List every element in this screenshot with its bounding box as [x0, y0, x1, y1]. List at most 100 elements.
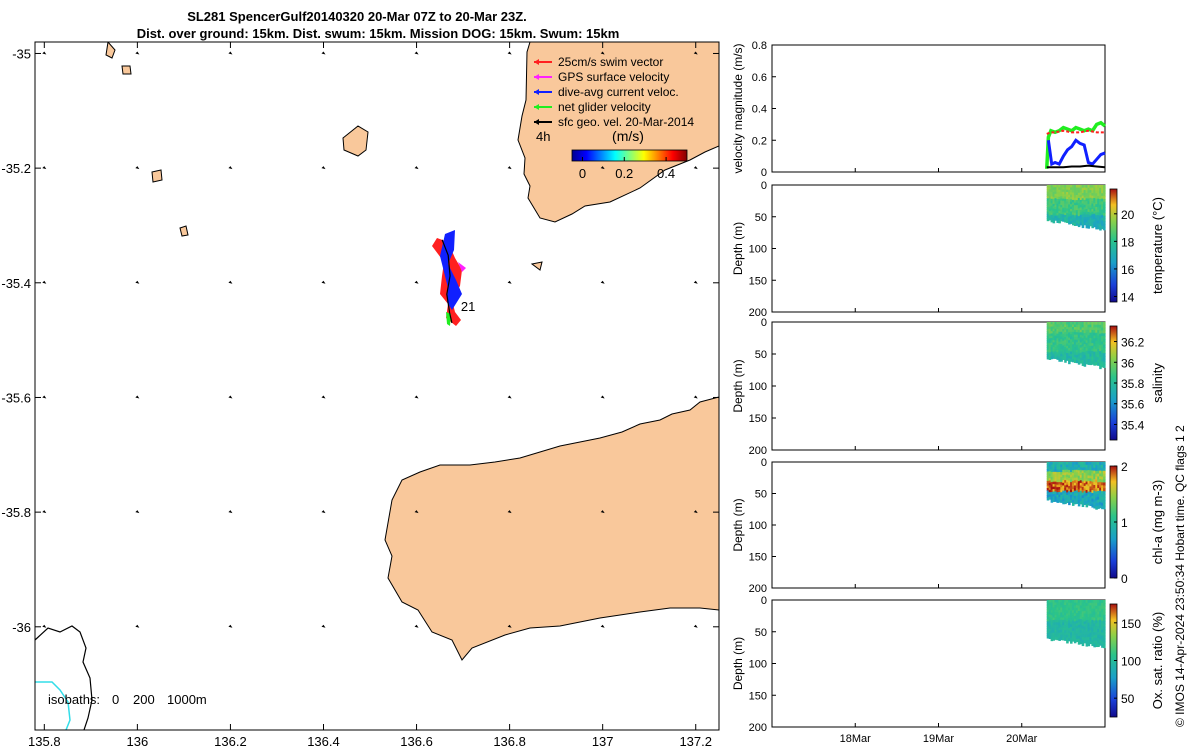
- salinity-cell: [1081, 349, 1085, 353]
- chla-cell: [1103, 470, 1106, 475]
- salinity-cell: [1062, 331, 1065, 335]
- map-land: [35, 42, 719, 730]
- map-y-tick-label: -35.4: [1, 276, 31, 291]
- oxygen-cell: [1066, 608, 1069, 612]
- oxygen-cell: [1066, 640, 1069, 644]
- temperature-cell: [1103, 190, 1106, 194]
- salinity-cell: [1071, 322, 1075, 326]
- oxygen-cell: [1081, 631, 1085, 635]
- salinity-cell: [1060, 351, 1063, 355]
- time-tick-label: 19Mar: [923, 733, 955, 745]
- temperature-cell: [1103, 193, 1106, 197]
- temperature-cell: [1099, 201, 1102, 206]
- oxygen-cell: [1070, 626, 1073, 631]
- chla-cell: [1073, 485, 1077, 489]
- salinity-cell: [1060, 356, 1063, 360]
- oxygen-cell: [1058, 605, 1061, 609]
- salinity-cell: [1101, 355, 1104, 360]
- oxygen-cell: [1058, 635, 1061, 639]
- temperature-cell: [1075, 210, 1079, 214]
- salinity-cell: [1077, 343, 1081, 347]
- chla-cell: [1091, 478, 1094, 483]
- oxygen-cell: [1056, 634, 1059, 638]
- salinity-cell: [1081, 324, 1085, 329]
- oxygen-cell: [1093, 635, 1096, 639]
- chla-cell: [1081, 473, 1085, 477]
- oxygen-cell: [1095, 623, 1098, 627]
- oxygen-cell: [1068, 638, 1071, 642]
- salinity-cell: [1068, 322, 1071, 326]
- temperature-cell: [1093, 213, 1096, 217]
- salinity-cell: [1097, 340, 1100, 345]
- temperature-cell: [1060, 191, 1063, 195]
- temperature-y-tick-label: 100: [749, 244, 767, 256]
- geo-vector-arrow: [321, 624, 326, 628]
- salinity-cell: [1056, 326, 1059, 330]
- temperature-cell: [1064, 212, 1067, 216]
- temperature-cell: [1075, 205, 1079, 209]
- temperature-cell: [1093, 221, 1096, 225]
- velocity-series-line: [1046, 164, 1106, 169]
- temperature-cell: [1089, 215, 1093, 219]
- salinity-cell: [1058, 336, 1061, 340]
- salinity-cell: [1093, 362, 1096, 366]
- chla-colorbar-tick-label: 2: [1121, 460, 1128, 474]
- salinity-cell: [1091, 332, 1094, 336]
- temperature-cell: [1101, 193, 1104, 197]
- oxygen-cell: [1095, 600, 1098, 604]
- oxygen-cell: [1097, 637, 1100, 642]
- oxygen-cell: [1087, 637, 1091, 641]
- salinity-cell: [1081, 340, 1085, 345]
- oxygen-y-label: Depth (m): [731, 637, 745, 690]
- temperature-cell: [1075, 185, 1079, 189]
- salinity-cell: [1056, 322, 1059, 325]
- chla-cell: [1070, 469, 1073, 473]
- temperature-cell: [1071, 212, 1075, 216]
- oxygen-cell: [1085, 608, 1089, 613]
- salinity-cell: [1079, 332, 1083, 336]
- salinity-cell: [1062, 352, 1065, 356]
- temperature-cell: [1081, 190, 1085, 194]
- temperature-cell: [1070, 204, 1073, 208]
- oxygen-cell: [1060, 622, 1063, 626]
- temperature-cell: [1066, 196, 1069, 200]
- chla-cell: [1054, 464, 1058, 468]
- temperature-cell: [1054, 187, 1058, 190]
- chla-cell: [1103, 502, 1106, 507]
- salinity-cell: [1099, 348, 1102, 352]
- oxygen-cell: [1103, 641, 1106, 646]
- geo-vector-arrow: [135, 395, 140, 399]
- chla-cell: [1068, 472, 1071, 476]
- oxygen-cell: [1095, 643, 1098, 648]
- island: [179, 225, 189, 237]
- salinity-cell: [1075, 357, 1079, 361]
- chla-cell: [1085, 495, 1089, 499]
- oxygen-cell: [1095, 608, 1098, 613]
- salinity-cell: [1101, 327, 1104, 332]
- oxygen-cell: [1087, 614, 1091, 618]
- chla-cell: [1068, 467, 1071, 471]
- temperature-cell: [1052, 187, 1056, 191]
- chla-cell: [1089, 472, 1093, 477]
- chla-cell: [1101, 462, 1104, 466]
- temperature-cell: [1101, 185, 1104, 189]
- salinity-cell: [1075, 360, 1079, 364]
- temperature-cell: [1046, 202, 1050, 206]
- oxygen-cell: [1103, 620, 1106, 625]
- chla-cell: [1095, 500, 1098, 504]
- chla-cell: [1097, 502, 1100, 507]
- velocity-y-label: velocity magnitude (m/s): [731, 43, 745, 173]
- salinity-cell: [1095, 332, 1098, 336]
- map-axes: 135.8 136 136.2 136.4 136.6 136.8 137 137.2-35-…: [1, 42, 719, 749]
- salinity-cell: [1052, 342, 1056, 346]
- geo-vector-arrow: [507, 510, 512, 514]
- chla-cell: [1066, 499, 1069, 504]
- temperature-cell: [1060, 198, 1063, 202]
- chla-cell: [1099, 462, 1102, 466]
- salinity-cell: [1083, 360, 1087, 364]
- oxygen-cell: [1046, 618, 1050, 622]
- temperature-cell: [1073, 210, 1077, 214]
- chla-cell: [1066, 467, 1069, 471]
- chla-cell: [1066, 462, 1069, 466]
- temperature-cell: [1099, 218, 1102, 223]
